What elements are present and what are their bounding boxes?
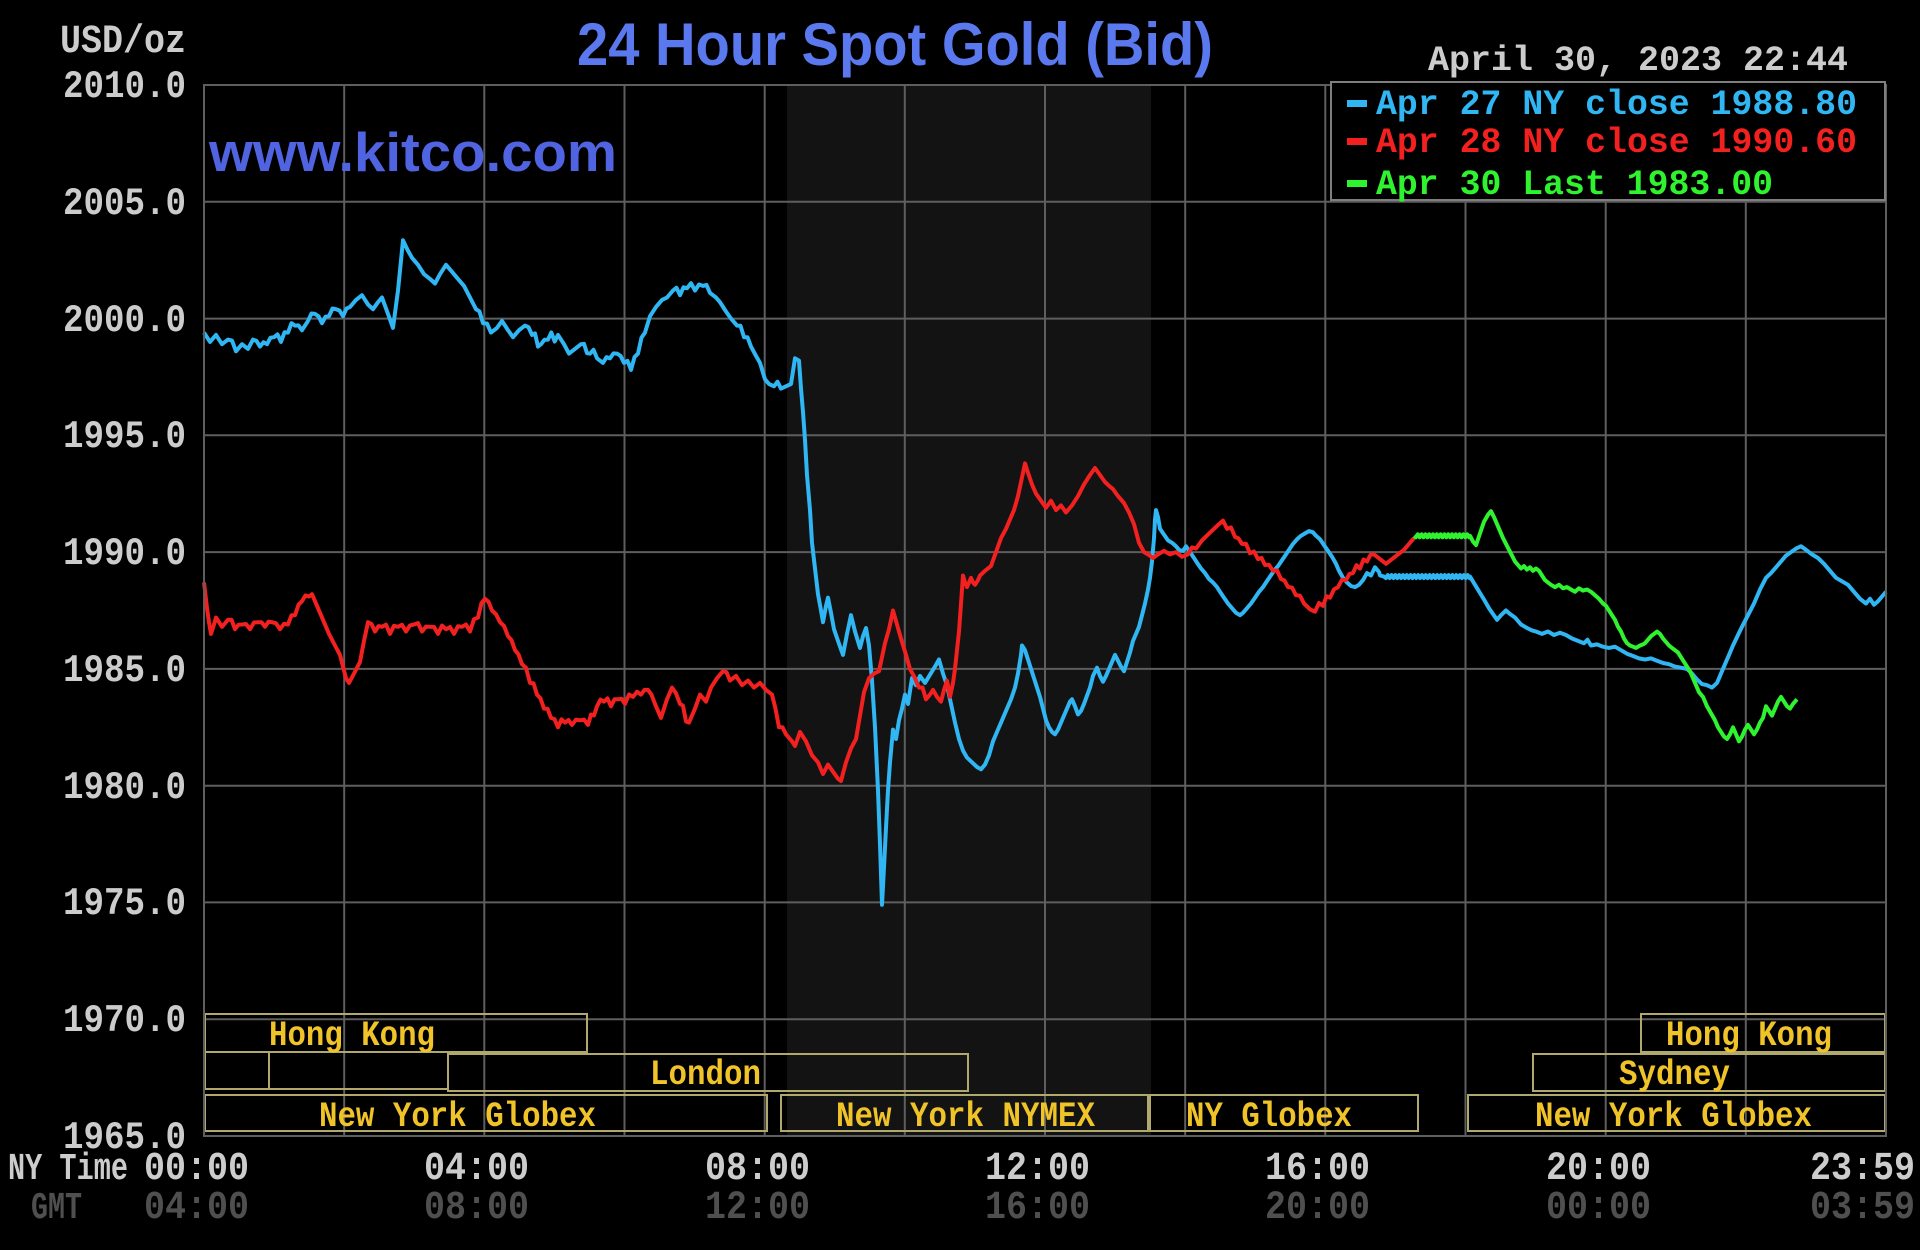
svg-text:Hong Kong: Hong Kong — [1666, 1016, 1832, 1056]
svg-text:USD/oz: USD/oz — [60, 20, 186, 65]
svg-text:20:00: 20:00 — [1546, 1147, 1651, 1192]
svg-text:16:00: 16:00 — [1265, 1147, 1370, 1192]
svg-text:New York Globex: New York Globex — [319, 1097, 596, 1137]
svg-text:00:00: 00:00 — [144, 1147, 249, 1192]
svg-text:2000.0: 2000.0 — [63, 299, 186, 343]
svg-text:Apr 30 Last 1983.00: Apr 30 Last 1983.00 — [1376, 165, 1773, 205]
svg-text:03:59: 03:59 — [1810, 1186, 1915, 1231]
svg-text:New York Globex: New York Globex — [1535, 1097, 1812, 1137]
svg-text:1985.0: 1985.0 — [63, 649, 186, 693]
svg-text:20:00: 20:00 — [1265, 1186, 1370, 1231]
svg-text:London: London — [650, 1055, 761, 1095]
svg-text:Apr 27 NY close 1988.80: Apr 27 NY close 1988.80 — [1376, 85, 1857, 125]
svg-text:12:00: 12:00 — [985, 1147, 1090, 1192]
svg-text:New York NYMEX: New York NYMEX — [836, 1097, 1095, 1137]
svg-text:08:00: 08:00 — [705, 1147, 810, 1192]
svg-text:Sydney: Sydney — [1619, 1055, 1730, 1095]
svg-text:GMT: GMT — [31, 1187, 82, 1230]
svg-text:NY Time: NY Time — [8, 1148, 128, 1191]
svg-text:16:00: 16:00 — [985, 1186, 1090, 1231]
svg-text:www.kitco.com: www.kitco.com — [208, 121, 617, 183]
svg-text:2005.0: 2005.0 — [63, 182, 186, 226]
svg-text:NY Globex: NY Globex — [1186, 1097, 1352, 1137]
svg-text:00:00: 00:00 — [1546, 1186, 1651, 1231]
svg-text:04:00: 04:00 — [424, 1147, 529, 1192]
svg-text:Hong Kong: Hong Kong — [269, 1016, 435, 1056]
svg-text:1965.0: 1965.0 — [63, 1116, 186, 1160]
svg-text:2010.0: 2010.0 — [63, 65, 186, 109]
svg-text:April 30, 2023 22:44: April 30, 2023 22:44 — [1428, 41, 1848, 81]
svg-text:1970.0: 1970.0 — [63, 999, 186, 1043]
svg-text:1990.0: 1990.0 — [63, 532, 186, 576]
svg-text:12:00: 12:00 — [705, 1186, 810, 1231]
svg-text:Apr 28 NY close 1990.60: Apr 28 NY close 1990.60 — [1376, 123, 1857, 163]
svg-text:24 Hour Spot Gold (Bid): 24 Hour Spot Gold (Bid) — [577, 11, 1213, 78]
svg-text:23:59: 23:59 — [1810, 1147, 1915, 1192]
svg-text:1980.0: 1980.0 — [63, 766, 186, 810]
svg-text:04:00: 04:00 — [144, 1186, 249, 1231]
svg-text:1995.0: 1995.0 — [63, 415, 186, 459]
svg-text:1975.0: 1975.0 — [63, 882, 186, 926]
svg-text:08:00: 08:00 — [424, 1186, 529, 1231]
